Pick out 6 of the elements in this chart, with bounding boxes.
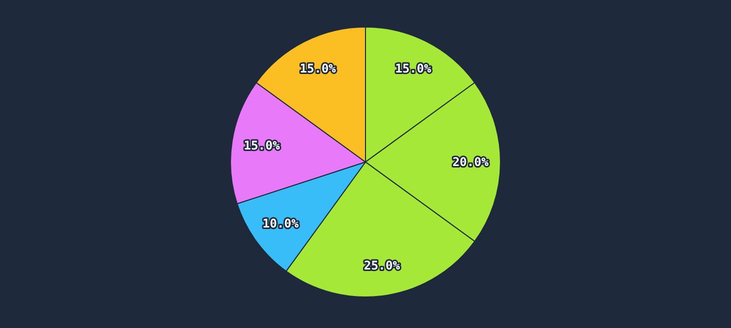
data-label: 15.0% [395, 61, 432, 76]
data-label: 15.0% [244, 138, 281, 153]
data-label: 20.0% [452, 155, 490, 169]
data-label: 25.0% [364, 258, 401, 273]
data-label: 10.0% [262, 216, 300, 231]
data-label: 15.0% [300, 61, 337, 76]
